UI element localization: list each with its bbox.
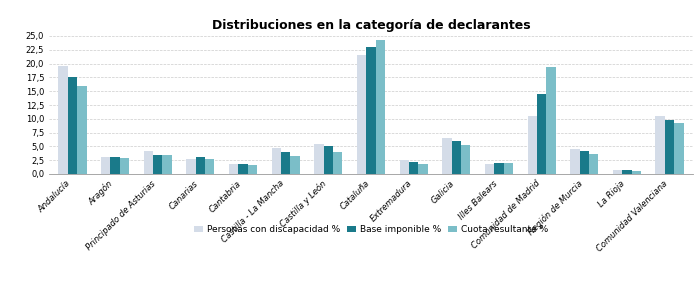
Bar <box>101 157 111 174</box>
Bar <box>186 159 196 174</box>
Bar <box>290 156 300 174</box>
Bar <box>400 160 409 174</box>
Bar <box>485 164 494 174</box>
Bar <box>622 170 631 174</box>
Bar <box>111 158 120 174</box>
Bar <box>570 149 580 174</box>
Bar <box>665 120 674 174</box>
Bar <box>162 155 172 174</box>
Bar <box>631 171 641 174</box>
Title: Distribuciones en la categoría de declarantes: Distribuciones en la categoría de declar… <box>211 19 531 32</box>
Bar <box>272 148 281 174</box>
Bar <box>537 94 546 174</box>
Bar <box>419 164 428 174</box>
Bar <box>674 123 684 174</box>
Bar <box>580 151 589 174</box>
Bar <box>314 144 323 174</box>
Bar <box>528 116 537 174</box>
Bar <box>248 165 257 174</box>
Bar <box>655 116 665 174</box>
Legend: Personas con discapacidad %, Base imponible %, Cuota resultante %: Personas con discapacidad %, Base imponi… <box>192 223 550 236</box>
Bar <box>589 154 598 174</box>
Bar <box>442 138 452 174</box>
Bar <box>205 158 214 174</box>
Bar <box>494 163 503 174</box>
Bar <box>153 155 162 174</box>
Bar <box>58 66 68 174</box>
Bar <box>612 170 622 174</box>
Bar <box>333 152 342 174</box>
Bar <box>409 162 419 174</box>
Bar <box>376 40 385 174</box>
Bar <box>366 47 376 174</box>
Bar <box>239 164 248 174</box>
Bar <box>229 164 239 174</box>
Bar <box>503 163 513 174</box>
Bar <box>357 55 366 174</box>
Bar <box>196 158 205 174</box>
Bar <box>323 146 333 174</box>
Bar <box>144 151 153 174</box>
Bar <box>461 145 470 174</box>
Bar <box>281 152 290 174</box>
Bar <box>77 86 87 174</box>
Bar <box>120 158 130 174</box>
Bar <box>546 68 556 174</box>
Bar <box>452 141 461 174</box>
Bar <box>68 77 77 174</box>
